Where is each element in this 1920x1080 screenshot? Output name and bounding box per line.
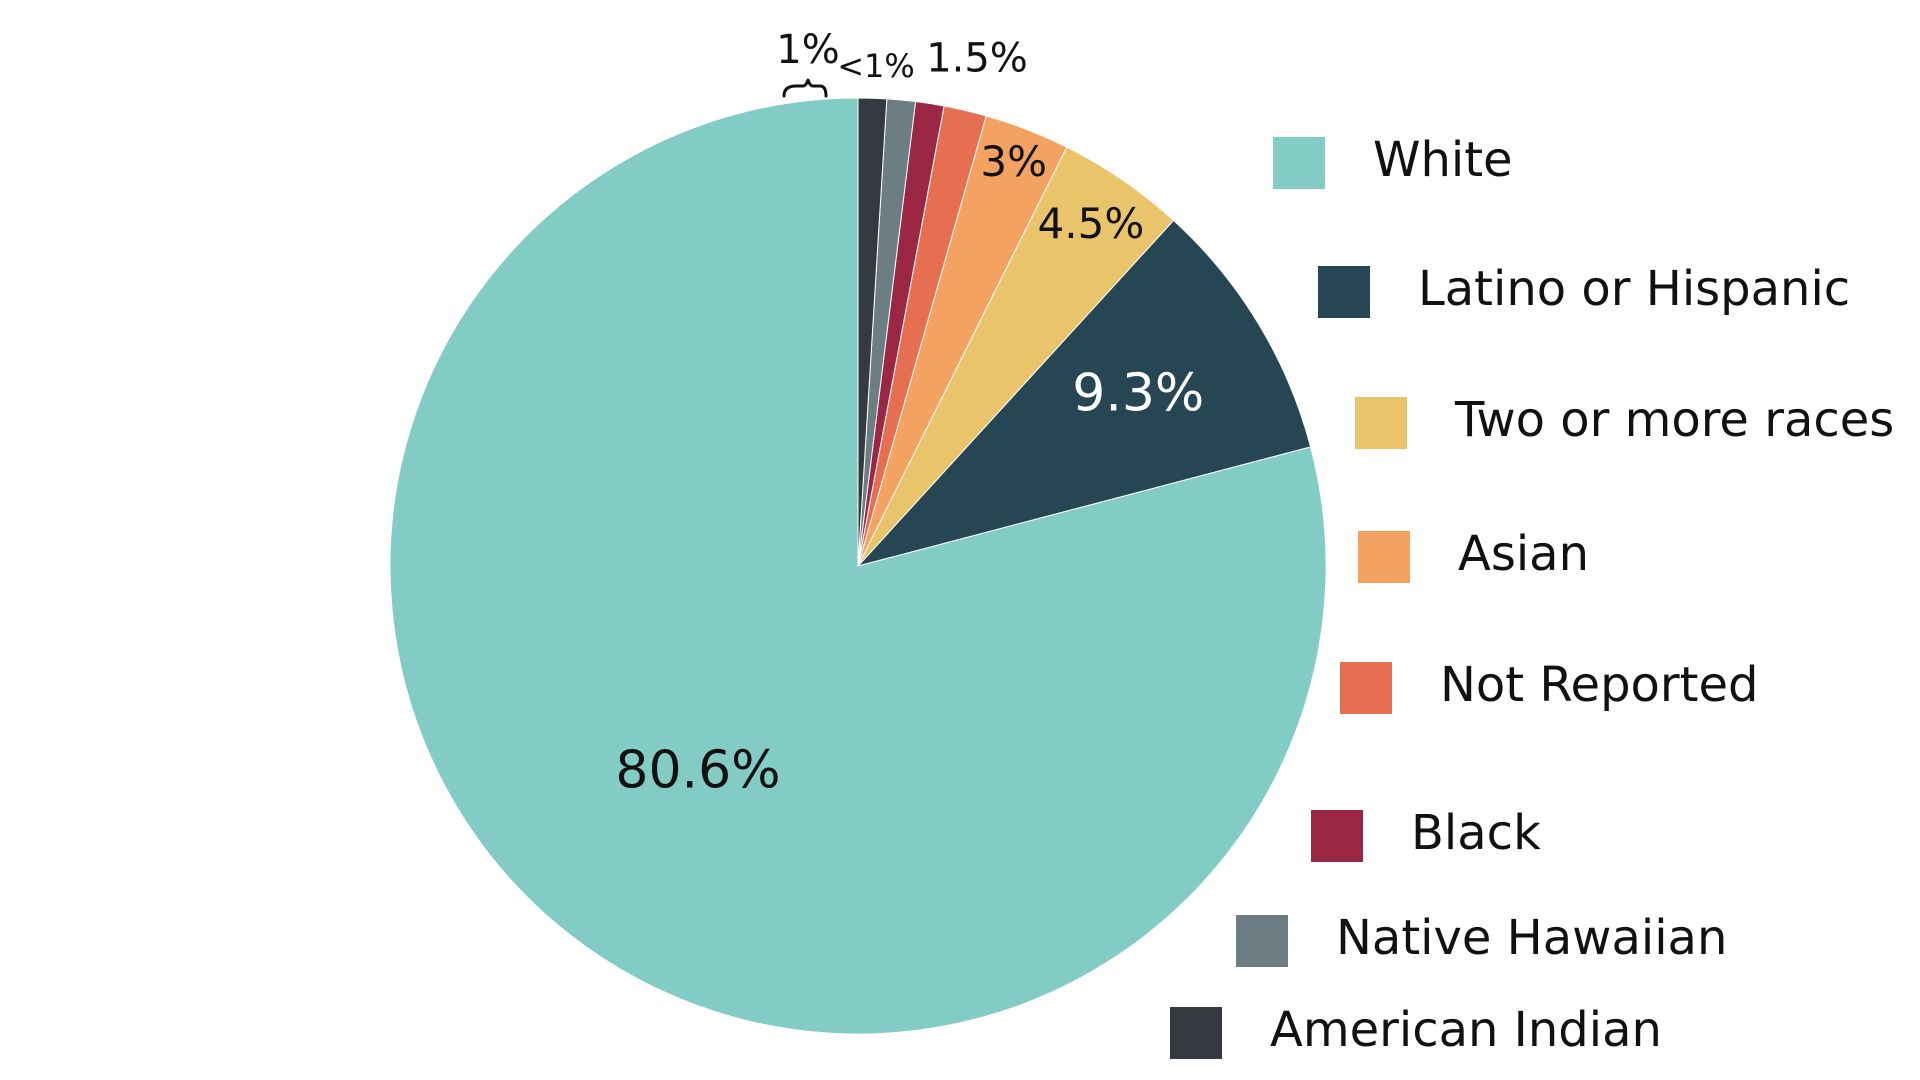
legend-swatch-latino-or-hispanic [1318,266,1370,318]
pie-slice-latino-or-hispanic [856,219,1312,567]
legend-swatch-not-reported [1340,662,1392,714]
slice-label-two-or-more-races: 4.5% [1038,199,1145,248]
legend-swatch-native-hawaiian [1236,915,1288,967]
slice-label-asian: 3% [980,137,1047,186]
legend-label-two-or-more-races: Two or more races [1454,392,1894,448]
annotation-less-than-one-percent: <1% [837,47,915,85]
pie-slices [389,97,1327,1035]
annotation-one-percent: 1% [776,27,839,73]
legend-swatch-american-indian [1170,1007,1222,1059]
slice-label-latino-or-hispanic: 9.3% [1072,363,1204,423]
legend-label-not-reported: Not Reported [1440,657,1758,713]
slice-labels: 80.6% 9.3% 4.5% 3% 1.5% [615,35,1204,800]
legend-label-american-indian: American Indian [1270,1002,1662,1058]
legend-label-asian: Asian [1458,526,1589,582]
slice-label-white: 80.6% [615,741,780,801]
legend-swatch-two-or-more-races [1355,397,1407,449]
legend-label-native-hawaiian: Native Hawaiian [1336,910,1727,966]
annotation-brace [782,78,828,98]
legend-swatch-white [1273,137,1325,189]
legend-swatch-asian [1358,531,1410,583]
legend: White Latino or Hispanic Two or more races… [1170,132,1894,1059]
legend-swatch-black [1311,810,1363,862]
pie-slice-american-indian [857,97,888,567]
legend-label-white: White [1373,132,1513,188]
legend-label-latino-or-hispanic: Latino or Hispanic [1418,261,1850,317]
legend-label-black: Black [1411,805,1541,861]
slice-label-not-reported: 1.5% [926,35,1028,81]
